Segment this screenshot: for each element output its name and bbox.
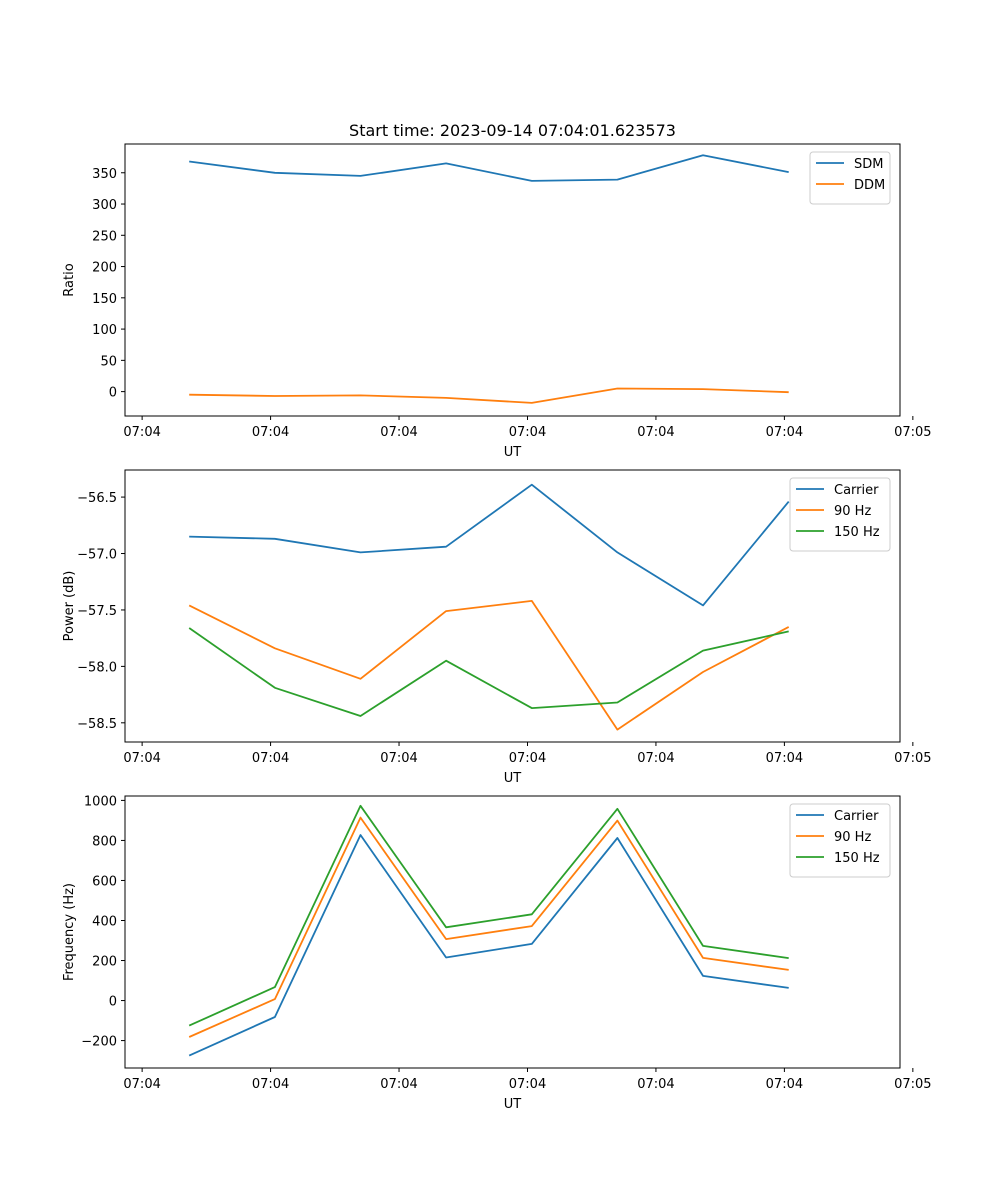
y-tick-label: 150 — [92, 292, 117, 307]
x-tick-label: 07:04 — [509, 1077, 546, 1092]
legend-label: DDM — [854, 178, 885, 193]
legend-label: 150 Hz — [834, 851, 880, 866]
y-tick-label: 300 — [92, 198, 117, 213]
x-tick-label: 07:04 — [637, 1077, 674, 1092]
axes-frame — [124, 795, 901, 1069]
series-line-150-hz — [188, 627, 789, 717]
y-tick-label: −57.0 — [77, 548, 117, 563]
y-tick-label: 1000 — [84, 794, 117, 809]
legend: Carrier 90 Hz 150 Hz — [789, 803, 891, 878]
y-tick-label: −200 — [81, 1035, 117, 1050]
x-tick-label: 07:04 — [509, 425, 546, 440]
x-tick-label: 07:04 — [637, 751, 674, 766]
legend-box — [789, 803, 891, 878]
legend: Carrier 90 Hz 150 Hz — [789, 477, 891, 552]
x-tick-label: 07:04 — [380, 751, 417, 766]
legend-label: 150 Hz — [834, 525, 880, 540]
legend-label: 90 Hz — [834, 830, 871, 845]
y-tick-label: −56.5 — [77, 491, 117, 506]
y-axis-label: Ratio — [62, 263, 77, 296]
series-line-carrier — [189, 483, 790, 607]
x-tick-label: 07:04 — [766, 751, 803, 766]
y-tick-label: 250 — [92, 229, 117, 244]
x-tick-label: 07:05 — [894, 1077, 931, 1092]
y-tick-label: −57.5 — [77, 604, 117, 619]
x-tick-label: 07:05 — [894, 425, 931, 440]
panels: 07:04 07:04 07:04 07:04 07:04 07:04 07:05 0 50 10… — [62, 121, 932, 1112]
legend-label: Carrier — [834, 483, 879, 498]
legend-label: Carrier — [834, 809, 879, 824]
y-tick-label: −58.5 — [77, 717, 117, 732]
y-tick-label: 200 — [92, 261, 117, 276]
legend: SDM DDM — [809, 151, 891, 205]
y-tick-label: 400 — [92, 914, 117, 929]
x-tick-label: 07:04 — [123, 1077, 160, 1092]
chart-panel-2: 07:04 07:04 07:04 07:04 07:04 07:04 07:05 −56.5… — [62, 469, 932, 786]
y-tick-label: 600 — [92, 874, 117, 889]
legend-box — [789, 477, 891, 552]
series-line-150-hz — [188, 804, 789, 1027]
chart-panel-1: 07:04 07:04 07:04 07:04 07:04 07:04 07:05 0 50 10… — [62, 121, 932, 460]
x-axis-label: UT — [504, 1097, 522, 1112]
y-tick-label: 350 — [92, 167, 117, 182]
x-tick-label: 07:04 — [123, 751, 160, 766]
x-tick-label: 07:04 — [252, 425, 289, 440]
x-tick-label: 07:04 — [123, 425, 160, 440]
x-axis-label: UT — [504, 445, 522, 460]
x-tick-label: 07:04 — [380, 1077, 417, 1092]
x-tick-label: 07:04 — [766, 1077, 803, 1092]
y-tick-label: 800 — [92, 834, 117, 849]
legend-box — [809, 151, 891, 205]
legend-label: SDM — [854, 157, 883, 172]
x-axis-label: UT — [504, 771, 522, 786]
series-line-carrier — [188, 834, 789, 1057]
y-tick-label: −58.0 — [77, 660, 117, 675]
y-axis-label: Frequency (Hz) — [62, 883, 77, 981]
x-tick-label: 07:04 — [509, 751, 546, 766]
axes-frame — [124, 143, 901, 417]
legend-label: 90 Hz — [834, 504, 871, 519]
series-line-sdm — [189, 154, 789, 182]
chart-title: Start time: 2023-09-14 07:04:01.623573 — [349, 121, 676, 140]
series-line-90-hz — [188, 816, 789, 1038]
y-tick-label: 0 — [109, 995, 117, 1010]
axes-frame — [124, 469, 901, 743]
series-line-ddm — [189, 387, 789, 404]
x-tick-label: 07:05 — [894, 751, 931, 766]
x-tick-label: 07:04 — [252, 751, 289, 766]
y-tick-label: 200 — [92, 955, 117, 970]
x-tick-label: 07:04 — [380, 425, 417, 440]
y-tick-label: 0 — [109, 386, 117, 401]
series-line-90-hz — [188, 600, 790, 731]
x-tick-label: 07:04 — [252, 1077, 289, 1092]
y-axis-label: Power (dB) — [62, 571, 77, 642]
x-tick-label: 07:04 — [637, 425, 674, 440]
chart-panel-3: 07:04 07:04 07:04 07:04 07:04 07:04 07:05 −200 0… — [62, 794, 932, 1112]
y-tick-label: 50 — [100, 354, 117, 369]
y-tick-label: 100 — [92, 323, 117, 338]
x-tick-label: 07:04 — [766, 425, 803, 440]
